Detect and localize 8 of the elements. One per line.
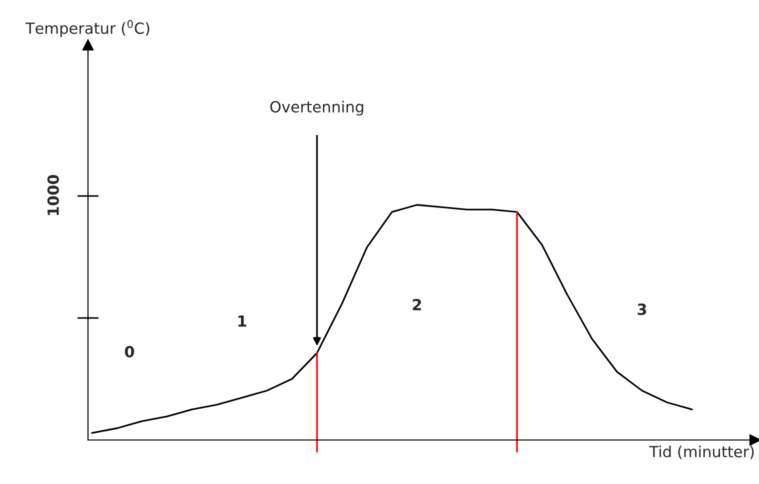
text: Temperatur ($^{0}$C) xyxy=(25,20,150,37)
annotation: 3 xyxy=(638,304,646,316)
x-axis-title: Tid (minutter) xyxy=(649,446,754,460)
annotation: 0 xyxy=(124,346,134,358)
text: 1000 xyxy=(47,174,59,216)
text: Overtenning xyxy=(270,100,364,116)
annotation: 2 xyxy=(412,298,421,310)
annotation: 1 xyxy=(238,316,246,327)
